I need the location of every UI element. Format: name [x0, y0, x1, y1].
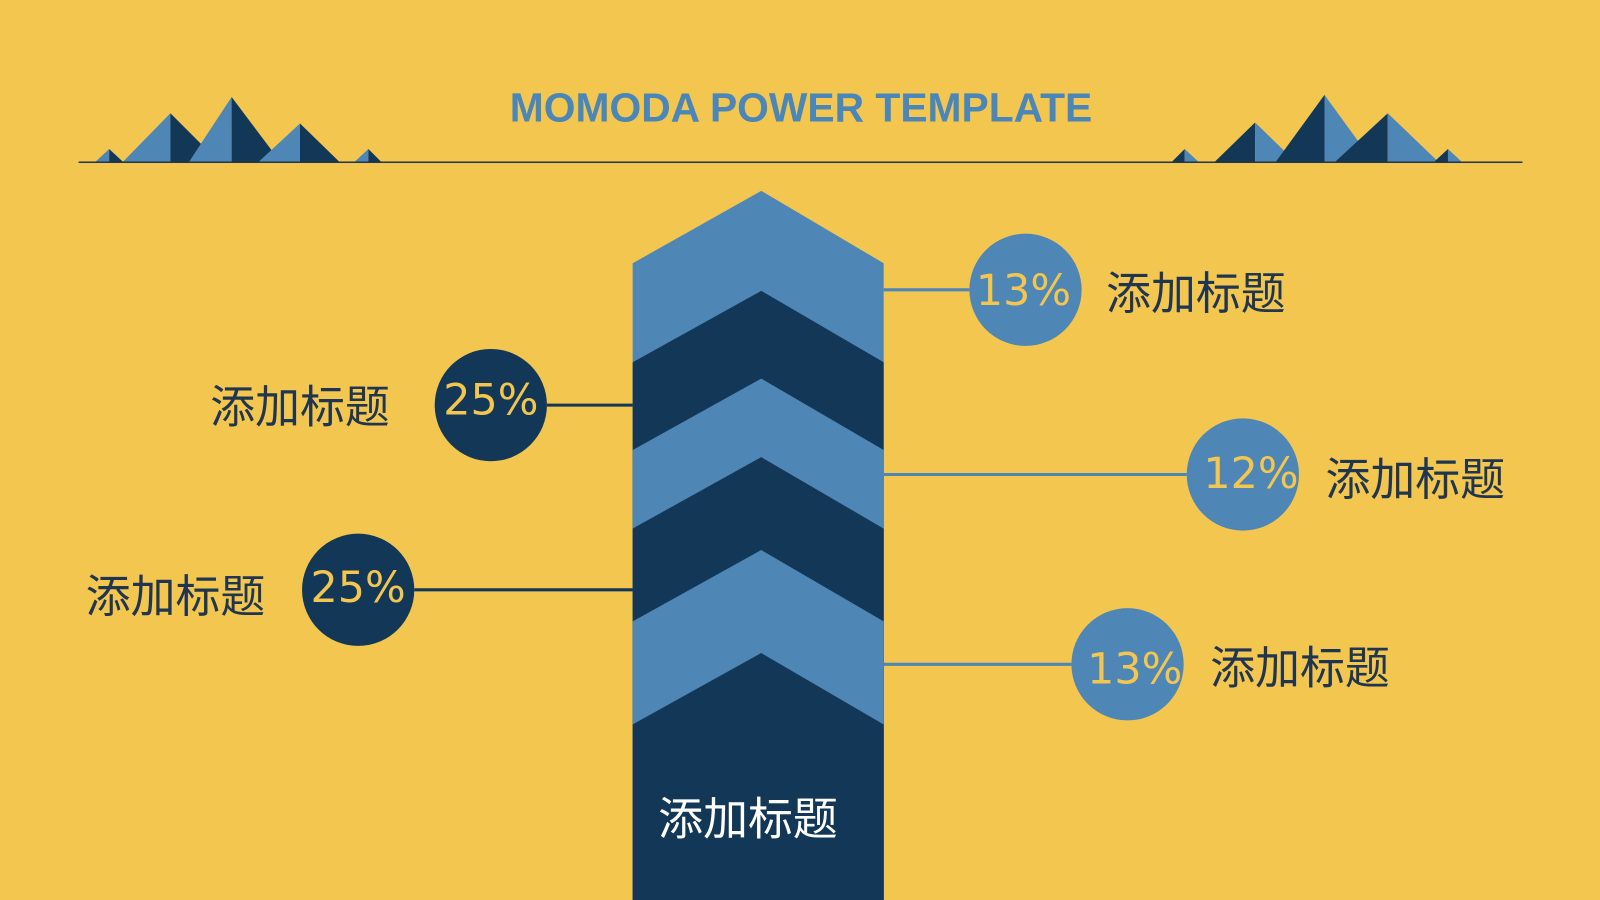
item-1: 13% 添加标题 — [883, 233, 1286, 346]
item-label: 添加标题 — [86, 570, 266, 623]
percent-value: 13% — [976, 266, 1071, 316]
percent-circle — [302, 533, 415, 646]
chevron-arrow — [632, 190, 884, 900]
percent-circle — [969, 233, 1082, 346]
percent-value: 25% — [443, 375, 538, 425]
percent-value: 12% — [1203, 449, 1298, 499]
item-label: 添加标题 — [1210, 642, 1390, 695]
item-label: 添加标题 — [1106, 267, 1286, 320]
center-label: 添加标题 — [658, 793, 838, 846]
percent-value: 13% — [1087, 645, 1182, 695]
percent-value: 25% — [311, 563, 406, 613]
page-title: MOMODA POWER TEMPLATE — [510, 84, 1092, 130]
item-3: 12% 添加标题 — [883, 418, 1506, 531]
item-5: 13% 添加标题 — [883, 608, 1390, 721]
mountains-right — [1171, 94, 1463, 163]
item-label: 添加标题 — [210, 380, 390, 433]
percent-circle — [1186, 418, 1299, 531]
item-4: 25% 添加标题 — [86, 533, 633, 646]
item-label: 添加标题 — [1326, 453, 1506, 506]
item-2: 25% 添加标题 — [210, 348, 633, 462]
percent-circle — [1071, 608, 1184, 721]
percent-circle — [434, 348, 547, 462]
